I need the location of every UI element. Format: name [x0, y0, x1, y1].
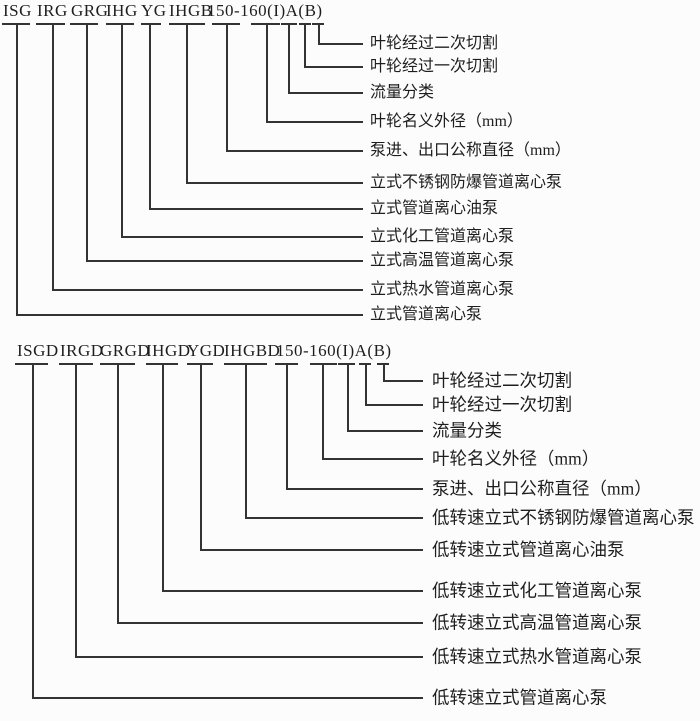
connector-horizontal-line: [226, 150, 363, 152]
connector-horizontal-line: [75, 656, 423, 658]
label-chemical-pipeline-pump: 立式化工管道离心泵: [370, 228, 515, 246]
connector-vertical-line: [75, 363, 77, 656]
connector-vertical-line: [32, 363, 34, 697]
model-code-grgd: GRGD: [100, 341, 151, 360]
connector-horizontal-line: [266, 121, 363, 123]
model-code-ihgbd: IHGBD: [224, 341, 281, 360]
connector-vertical-line: [16, 23, 18, 314]
label-ls-impeller-second-cut: 叶轮经过二次切割: [432, 370, 572, 391]
connector-horizontal-line: [304, 66, 363, 68]
code-underline-tick: [141, 23, 161, 25]
connector-vertical-line: [304, 23, 306, 66]
model-code-size-d: 150-160(I)A(B): [276, 341, 392, 360]
label-ls-pipeline-pump: 低转速立式管道离心泵: [432, 687, 607, 708]
connector-horizontal-line: [318, 43, 363, 45]
connector-horizontal-line: [121, 236, 363, 238]
connector-vertical-line: [266, 23, 268, 121]
label-ls-hot-water-pipeline-pump: 低转速立式热水管道离心泵: [432, 646, 642, 667]
label-ls-chemical-pipeline-pump: 低转速立式化工管道离心泵: [432, 580, 642, 601]
label-ls-inlet-outlet-diameter: 泵进、出口公称直径（mm）: [432, 478, 652, 499]
label-stainless-explosionproof-pipeline-pump: 立式不锈钢防爆管道离心泵: [370, 174, 563, 192]
connector-vertical-line: [286, 363, 288, 488]
code-underline-tick: [70, 23, 98, 25]
label-ls-pipeline-oil-pump: 低转速立式管道离心油泵: [432, 539, 625, 560]
connector-horizontal-line: [365, 404, 423, 406]
connector-vertical-line: [186, 23, 188, 182]
connector-horizontal-line: [245, 517, 423, 519]
label-ls-flow-classification: 流量分类: [432, 420, 502, 441]
model-code-isgd: ISGD: [17, 341, 59, 360]
label-impeller-first-cut: 叶轮经过一次切割: [370, 58, 499, 76]
connector-vertical-line: [322, 363, 324, 458]
connector-vertical-line: [226, 23, 228, 150]
label-pipeline-pump: 立式管道离心泵: [370, 306, 483, 324]
connector-horizontal-line: [322, 458, 423, 460]
connector-vertical-line: [383, 363, 385, 380]
connector-horizontal-line: [149, 208, 363, 210]
code-underline-tick: [338, 363, 355, 365]
model-code-isg: ISG: [3, 1, 32, 20]
connector-vertical-line: [288, 23, 290, 92]
code-underline-tick: [310, 363, 337, 365]
connector-vertical-line: [121, 23, 123, 236]
label-high-temp-pipeline-pump: 立式高温管道离心泵: [370, 252, 515, 270]
connector-horizontal-line: [52, 289, 363, 291]
label-impeller-second-cut: 叶轮经过二次切割: [370, 35, 499, 53]
label-impeller-nominal-diameter: 叶轮名义外径（mm）: [370, 113, 523, 131]
connector-horizontal-line: [86, 260, 363, 262]
model-code-ygd: YGD: [187, 341, 226, 360]
model-code-yg: YG: [141, 1, 167, 20]
code-underline-tick: [251, 23, 280, 25]
connector-vertical-line: [117, 363, 119, 622]
connector-horizontal-line: [347, 430, 423, 432]
connector-horizontal-line: [16, 314, 363, 316]
label-ls-impeller-first-cut: 叶轮经过一次切割: [432, 394, 572, 415]
connector-vertical-line: [86, 23, 88, 260]
connector-vertical-line: [200, 363, 202, 549]
model-code-ihgd: IHGD: [146, 341, 191, 360]
connector-horizontal-line: [117, 622, 423, 624]
connector-horizontal-line: [162, 590, 423, 592]
model-code-grg: GRG: [71, 1, 109, 20]
model-code-ihgb: IHGB: [169, 1, 213, 20]
model-code-irg: IRG: [37, 1, 68, 20]
connector-vertical-line: [318, 23, 320, 43]
model-code-size: 150-160(I)A(B): [207, 1, 323, 20]
label-pipeline-oil-pump: 立式管道离心油泵: [370, 200, 499, 218]
connector-horizontal-line: [186, 182, 363, 184]
code-underline-tick: [15, 363, 48, 365]
connector-horizontal-line: [288, 92, 363, 94]
code-underline-tick: [36, 23, 65, 25]
connector-horizontal-line: [200, 549, 423, 551]
label-hot-water-pipeline-pump: 立式热水管道离心泵: [370, 281, 515, 299]
connector-vertical-line: [245, 363, 247, 517]
connector-vertical-line: [162, 363, 164, 590]
label-ls-stainless-explosionproof-pipeline-pump: 低转速立式不锈钢防爆管道离心泵: [432, 507, 695, 528]
label-ls-impeller-nominal-diameter: 叶轮名义外径（mm）: [432, 448, 600, 469]
connector-horizontal-line: [286, 488, 423, 490]
connector-vertical-line: [52, 23, 54, 289]
connector-horizontal-line: [383, 380, 423, 382]
connector-vertical-line: [347, 363, 349, 430]
connector-vertical-line: [365, 363, 367, 404]
model-code-irgd: IRGD: [60, 341, 104, 360]
label-ls-high-temp-pipeline-pump: 低转速立式高温管道离心泵: [432, 612, 642, 633]
label-inlet-outlet-diameter: 泵进、出口公称直径（mm）: [370, 142, 571, 160]
connector-vertical-line: [149, 23, 151, 208]
label-flow-classification: 流量分类: [370, 84, 435, 102]
code-underline-tick: [106, 23, 134, 25]
connector-horizontal-line: [32, 697, 423, 699]
model-code-ihg: IHG: [106, 1, 138, 20]
